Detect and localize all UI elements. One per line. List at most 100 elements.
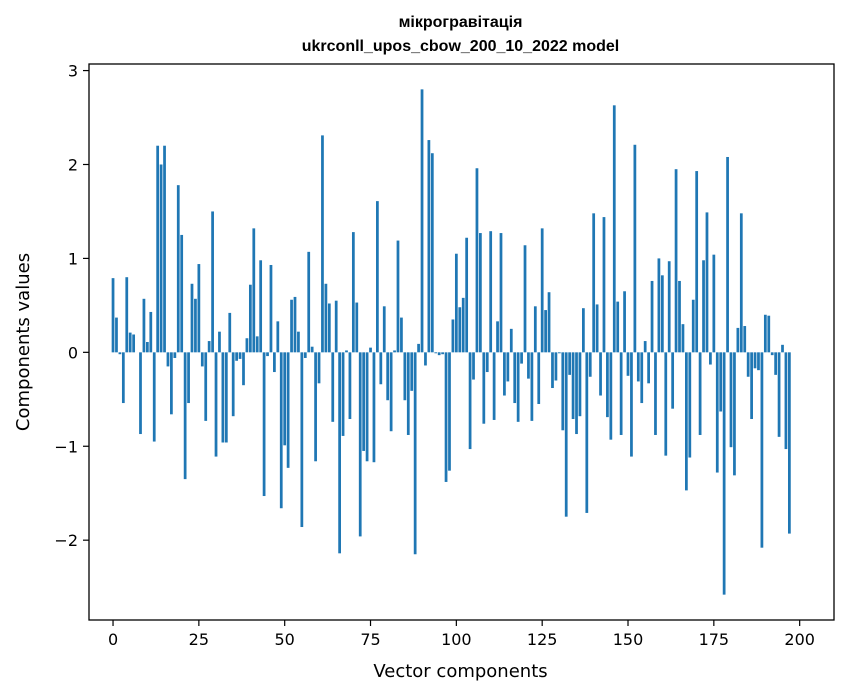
x-axis-label: Vector components — [373, 661, 547, 682]
x-axis-ticks: 0 25 50 75 100 125 150 175 200 — [108, 620, 815, 649]
bar — [709, 352, 712, 365]
bar — [647, 352, 650, 384]
bar — [170, 352, 173, 415]
x-tick-label: 25 — [189, 630, 209, 649]
bar — [688, 352, 692, 458]
bar — [365, 352, 369, 462]
bar — [159, 164, 163, 353]
bar — [351, 232, 355, 353]
bar — [599, 352, 602, 396]
bar — [750, 352, 753, 420]
bar — [643, 341, 647, 353]
chart-title: мікрогравітація — [399, 14, 523, 31]
bar — [355, 302, 359, 353]
bar — [492, 352, 496, 420]
bar — [513, 352, 517, 404]
bar — [739, 213, 743, 353]
bar — [719, 352, 723, 412]
bars-group — [111, 89, 791, 595]
bar — [207, 341, 211, 353]
bar — [314, 352, 317, 462]
bar — [650, 280, 654, 353]
bar — [115, 317, 118, 353]
bar — [221, 352, 225, 443]
bar — [482, 352, 486, 424]
bar — [540, 228, 544, 353]
bar — [774, 352, 778, 375]
bar — [310, 346, 314, 353]
bar — [770, 352, 774, 356]
bar — [180, 234, 184, 353]
bar — [554, 352, 558, 381]
bar — [279, 352, 283, 509]
bar — [557, 352, 561, 354]
bar — [503, 352, 506, 396]
x-tick-label: 0 — [108, 630, 118, 649]
bar — [695, 171, 699, 353]
bar — [118, 352, 122, 355]
bar — [588, 352, 592, 377]
bar — [214, 352, 218, 457]
bar — [379, 352, 383, 385]
bar — [454, 253, 458, 353]
bar — [211, 211, 214, 353]
bar — [585, 352, 589, 513]
bar — [190, 283, 194, 353]
bar — [338, 352, 341, 554]
bar — [293, 296, 297, 353]
bar — [468, 352, 472, 450]
bar — [784, 352, 788, 450]
bar — [516, 352, 520, 422]
bar — [400, 317, 403, 353]
bar — [475, 168, 479, 353]
bar — [125, 277, 129, 353]
bar — [204, 352, 208, 421]
bar — [564, 352, 568, 517]
bar — [537, 352, 541, 404]
bar — [616, 301, 620, 353]
bar — [259, 260, 263, 353]
bar — [303, 352, 307, 358]
y-tick-label: 0 — [68, 343, 78, 362]
bar — [372, 352, 376, 463]
bar — [612, 105, 616, 353]
bar — [128, 332, 132, 353]
bar — [736, 327, 740, 353]
bar — [273, 352, 276, 373]
bar — [685, 352, 688, 491]
bar — [619, 352, 623, 435]
bar — [595, 304, 599, 353]
bar — [654, 352, 657, 435]
bar — [424, 352, 427, 366]
bar — [321, 135, 324, 353]
bar — [238, 352, 242, 359]
plot-frame — [88, 63, 835, 621]
bar — [437, 352, 441, 356]
bar — [145, 342, 149, 353]
bar — [715, 352, 719, 473]
bar — [331, 352, 335, 422]
x-tick-label: 50 — [275, 630, 295, 649]
bar — [451, 319, 455, 353]
bar — [396, 240, 400, 353]
bar — [441, 352, 444, 355]
bar — [533, 306, 537, 353]
bar — [757, 352, 760, 371]
bar — [626, 352, 630, 376]
bar — [358, 352, 362, 537]
y-axis-ticks: −2 −1 0 1 2 3 — [54, 62, 89, 550]
bar — [300, 352, 304, 528]
bar — [276, 321, 280, 353]
bar — [248, 284, 252, 353]
bar — [152, 352, 156, 442]
y-tick-label: −2 — [54, 531, 78, 550]
bar — [691, 299, 695, 353]
bar — [269, 264, 273, 353]
bar — [485, 352, 489, 373]
bar — [173, 352, 177, 358]
bar — [753, 352, 757, 369]
y-tick-label: 2 — [68, 155, 78, 174]
bar — [636, 352, 640, 382]
bar — [149, 311, 153, 353]
